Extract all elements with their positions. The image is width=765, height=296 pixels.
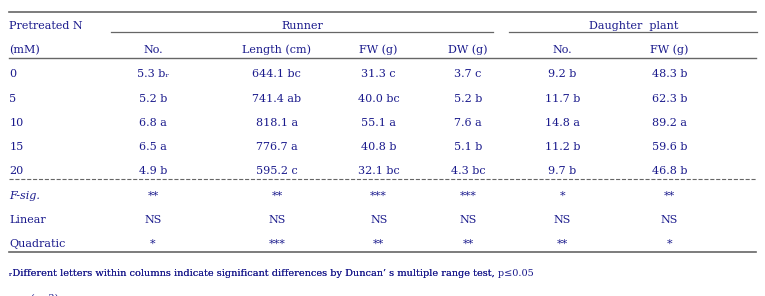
Text: NS: NS bbox=[370, 215, 387, 225]
Text: ***: *** bbox=[460, 191, 477, 201]
Text: 40.8 b: 40.8 b bbox=[361, 142, 396, 152]
Text: 4.3 bc: 4.3 bc bbox=[451, 166, 486, 176]
Text: DW (g): DW (g) bbox=[448, 45, 488, 55]
Text: 15: 15 bbox=[9, 142, 24, 152]
Text: Runner: Runner bbox=[282, 21, 323, 31]
Text: ***: *** bbox=[269, 239, 285, 249]
Text: Quadratic: Quadratic bbox=[9, 239, 66, 249]
Text: NS: NS bbox=[661, 215, 678, 225]
Text: 6.5 a: 6.5 a bbox=[139, 142, 167, 152]
Text: Length (cm): Length (cm) bbox=[243, 45, 311, 55]
Text: Pretreated N: Pretreated N bbox=[9, 21, 83, 31]
Text: ***: *** bbox=[370, 191, 387, 201]
Text: 10: 10 bbox=[9, 118, 24, 128]
Text: *: * bbox=[150, 239, 156, 249]
Text: 32.1 bc: 32.1 bc bbox=[358, 166, 399, 176]
Text: 89.2 a: 89.2 a bbox=[652, 118, 687, 128]
Text: **: ** bbox=[463, 239, 474, 249]
Text: 7.6 a: 7.6 a bbox=[454, 118, 482, 128]
Text: **: ** bbox=[664, 191, 675, 201]
Text: No.: No. bbox=[552, 45, 572, 55]
Text: 5.3 bᵣ: 5.3 bᵣ bbox=[137, 69, 169, 79]
Text: 9.7 b: 9.7 b bbox=[549, 166, 576, 176]
Text: 62.3 b: 62.3 b bbox=[652, 94, 687, 104]
Text: *: * bbox=[559, 191, 565, 201]
Text: 776.7 a: 776.7 a bbox=[256, 142, 298, 152]
Text: 6.8 a: 6.8 a bbox=[139, 118, 167, 128]
Text: 11.7 b: 11.7 b bbox=[545, 94, 580, 104]
Text: NS: NS bbox=[554, 215, 571, 225]
Text: (mM): (mM) bbox=[9, 45, 40, 55]
Text: 20: 20 bbox=[9, 166, 24, 176]
Text: 4.9 b: 4.9 b bbox=[138, 166, 168, 176]
Text: 5: 5 bbox=[9, 94, 16, 104]
Text: Linear: Linear bbox=[9, 215, 46, 225]
Text: 59.6 b: 59.6 b bbox=[652, 142, 687, 152]
Text: 5.2 b: 5.2 b bbox=[138, 94, 168, 104]
Text: 14.8 a: 14.8 a bbox=[545, 118, 580, 128]
Text: 11.2 b: 11.2 b bbox=[545, 142, 580, 152]
Text: 5.2 b: 5.2 b bbox=[454, 94, 483, 104]
Text: 0: 0 bbox=[9, 69, 16, 79]
Text: 9.2 b: 9.2 b bbox=[548, 69, 577, 79]
Text: FW (g): FW (g) bbox=[360, 45, 398, 55]
Text: 5.1 b: 5.1 b bbox=[454, 142, 483, 152]
Text: 595.2 c: 595.2 c bbox=[256, 166, 298, 176]
Text: FW (g): FW (g) bbox=[650, 45, 688, 55]
Text: NS: NS bbox=[269, 215, 285, 225]
Text: **: ** bbox=[272, 191, 282, 201]
Text: Daughter  plant: Daughter plant bbox=[589, 21, 678, 31]
Text: ᵣDifferent letters within columns indicate significant differences by Duncan’ s : ᵣDifferent letters within columns indica… bbox=[9, 269, 534, 278]
Text: ᵣDifferent letters within columns indicate significant differences by Duncan’ s : ᵣDifferent letters within columns indica… bbox=[9, 269, 498, 278]
Text: 644.1 bc: 644.1 bc bbox=[252, 69, 301, 79]
Text: 818.1 a: 818.1 a bbox=[256, 118, 298, 128]
Text: F-sig.: F-sig. bbox=[9, 191, 40, 201]
Text: NS: NS bbox=[460, 215, 477, 225]
Text: NS: NS bbox=[145, 215, 161, 225]
Text: 3.7 c: 3.7 c bbox=[454, 69, 482, 79]
Text: 31.3 c: 31.3 c bbox=[361, 69, 396, 79]
Text: 46.8 b: 46.8 b bbox=[652, 166, 687, 176]
Text: 55.1 a: 55.1 a bbox=[361, 118, 396, 128]
Text: **: ** bbox=[373, 239, 384, 249]
Text: **: ** bbox=[557, 239, 568, 249]
Text: 40.0 bc: 40.0 bc bbox=[358, 94, 399, 104]
Text: *: * bbox=[666, 239, 672, 249]
Text: 48.3 b: 48.3 b bbox=[652, 69, 687, 79]
Text: **: ** bbox=[148, 191, 158, 201]
Text: (n=3).: (n=3). bbox=[31, 293, 62, 296]
Text: 741.4 ab: 741.4 ab bbox=[252, 94, 301, 104]
Text: No.: No. bbox=[143, 45, 163, 55]
